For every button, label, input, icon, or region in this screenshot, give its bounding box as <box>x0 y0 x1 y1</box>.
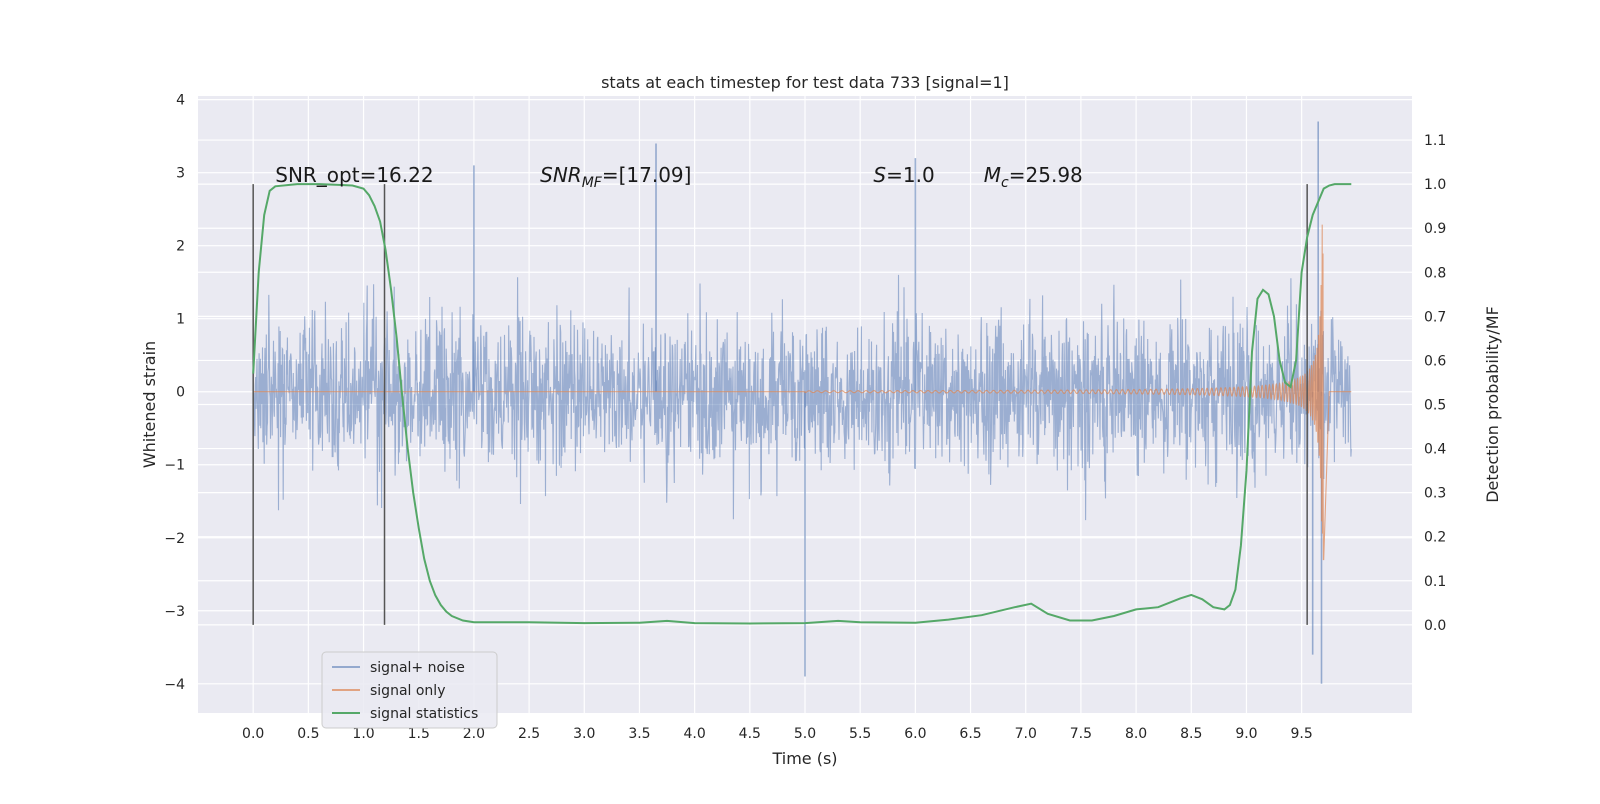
x-tick-label: 2.0 <box>463 726 485 742</box>
y-left-tick-label: 4 <box>176 93 185 109</box>
y-right-tick-label: 1.1 <box>1424 133 1446 149</box>
x-axis-label: Time (s) <box>771 749 837 768</box>
y-left-tick-label: 2 <box>176 239 185 255</box>
x-tick-label: 6.0 <box>904 726 926 742</box>
y-right-tick-label: 0.4 <box>1424 442 1446 458</box>
x-tick-label: 7.5 <box>1070 726 1092 742</box>
tick-labels: 0.0 0.5 1.0 1.5 2.0 2.5 3.0 3.5 4.0 4.5 5.0 5.5 6.0 6… <box>164 93 1446 742</box>
signal-only-series <box>253 224 1352 561</box>
y-left-tick-label: −1 <box>164 458 185 474</box>
annotation-1: SNRMF=[17.09] <box>540 163 691 191</box>
y-left-tick-label: 3 <box>176 166 185 182</box>
x-tick-label: 1.0 <box>352 726 374 742</box>
x-tick-label: 4.5 <box>739 726 761 742</box>
chart-title: stats at each timestep for test data 733… <box>601 73 1009 92</box>
legend-label: signal+ noise <box>370 660 465 676</box>
y-right-tick-label: 0.6 <box>1424 353 1446 369</box>
x-tick-label: 9.0 <box>1235 726 1257 742</box>
signal-noise-series <box>252 121 1352 684</box>
annotation-2: S=1.0 <box>873 163 934 187</box>
x-tick-label: 6.5 <box>959 726 981 742</box>
legend-box <box>321 651 498 729</box>
x-tick-label: 4.0 <box>684 726 706 742</box>
y-axis-label-left: Whitened strain <box>140 341 159 468</box>
annotation-3: Mc=25.98 <box>984 163 1083 191</box>
x-tick-label: 9.5 <box>1291 726 1313 742</box>
signal-noise-line <box>252 274 1352 521</box>
signal-statistics-series <box>252 183 1352 625</box>
y-left-tick-label: 0 <box>176 385 185 401</box>
x-tick-label: 3.5 <box>628 726 650 742</box>
signal-only-line <box>253 224 1352 561</box>
y-right-tick-label: 0.2 <box>1424 530 1446 546</box>
x-tick-label: 3.0 <box>573 726 595 742</box>
y-right-tick-label: 1.0 <box>1424 177 1446 193</box>
y-axis-label-right: Detection probability/MF <box>1483 306 1502 503</box>
x-tick-label: 5.0 <box>794 726 816 742</box>
y-right-tick-label: 0.0 <box>1424 618 1446 634</box>
y-right-tick-label: 0.9 <box>1424 221 1446 237</box>
legend-label: signal only <box>370 683 445 699</box>
y-left-tick-label: 1 <box>176 312 185 328</box>
annotation-0: SNR_opt=16.22 <box>275 163 433 187</box>
legend-label: signal statistics <box>370 706 478 722</box>
x-tick-label: 8.0 <box>1125 726 1147 742</box>
vertical-markers <box>252 184 1308 625</box>
x-tick-label: 7.0 <box>1015 726 1037 742</box>
y-right-tick-label: 0.5 <box>1424 398 1446 414</box>
annotations: SNR_opt=16.22 SNRMF=[17.09] S=1.0 Mc=25.98 <box>275 163 1083 191</box>
x-tick-label: 1.5 <box>408 726 430 742</box>
y-left-tick-label: −2 <box>164 531 185 547</box>
y-left-tick-label: −4 <box>164 677 185 693</box>
x-tick-label: 8.5 <box>1180 726 1202 742</box>
y-right-tick-label: 0.7 <box>1424 309 1446 325</box>
signal-statistics-line <box>252 183 1352 625</box>
legend: signal+ noise signal only signal statistic… <box>321 651 498 729</box>
x-tick-label: 5.5 <box>849 726 871 742</box>
x-tick-label: 0.0 <box>242 726 264 742</box>
x-tick-label: 2.5 <box>518 726 540 742</box>
y-left-tick-label: −3 <box>164 604 185 620</box>
x-tick-label: 0.5 <box>297 726 319 742</box>
y-right-tick-label: 0.3 <box>1424 486 1446 502</box>
y-right-tick-label: 0.1 <box>1424 574 1446 590</box>
y-right-tick-label: 0.8 <box>1424 265 1446 281</box>
